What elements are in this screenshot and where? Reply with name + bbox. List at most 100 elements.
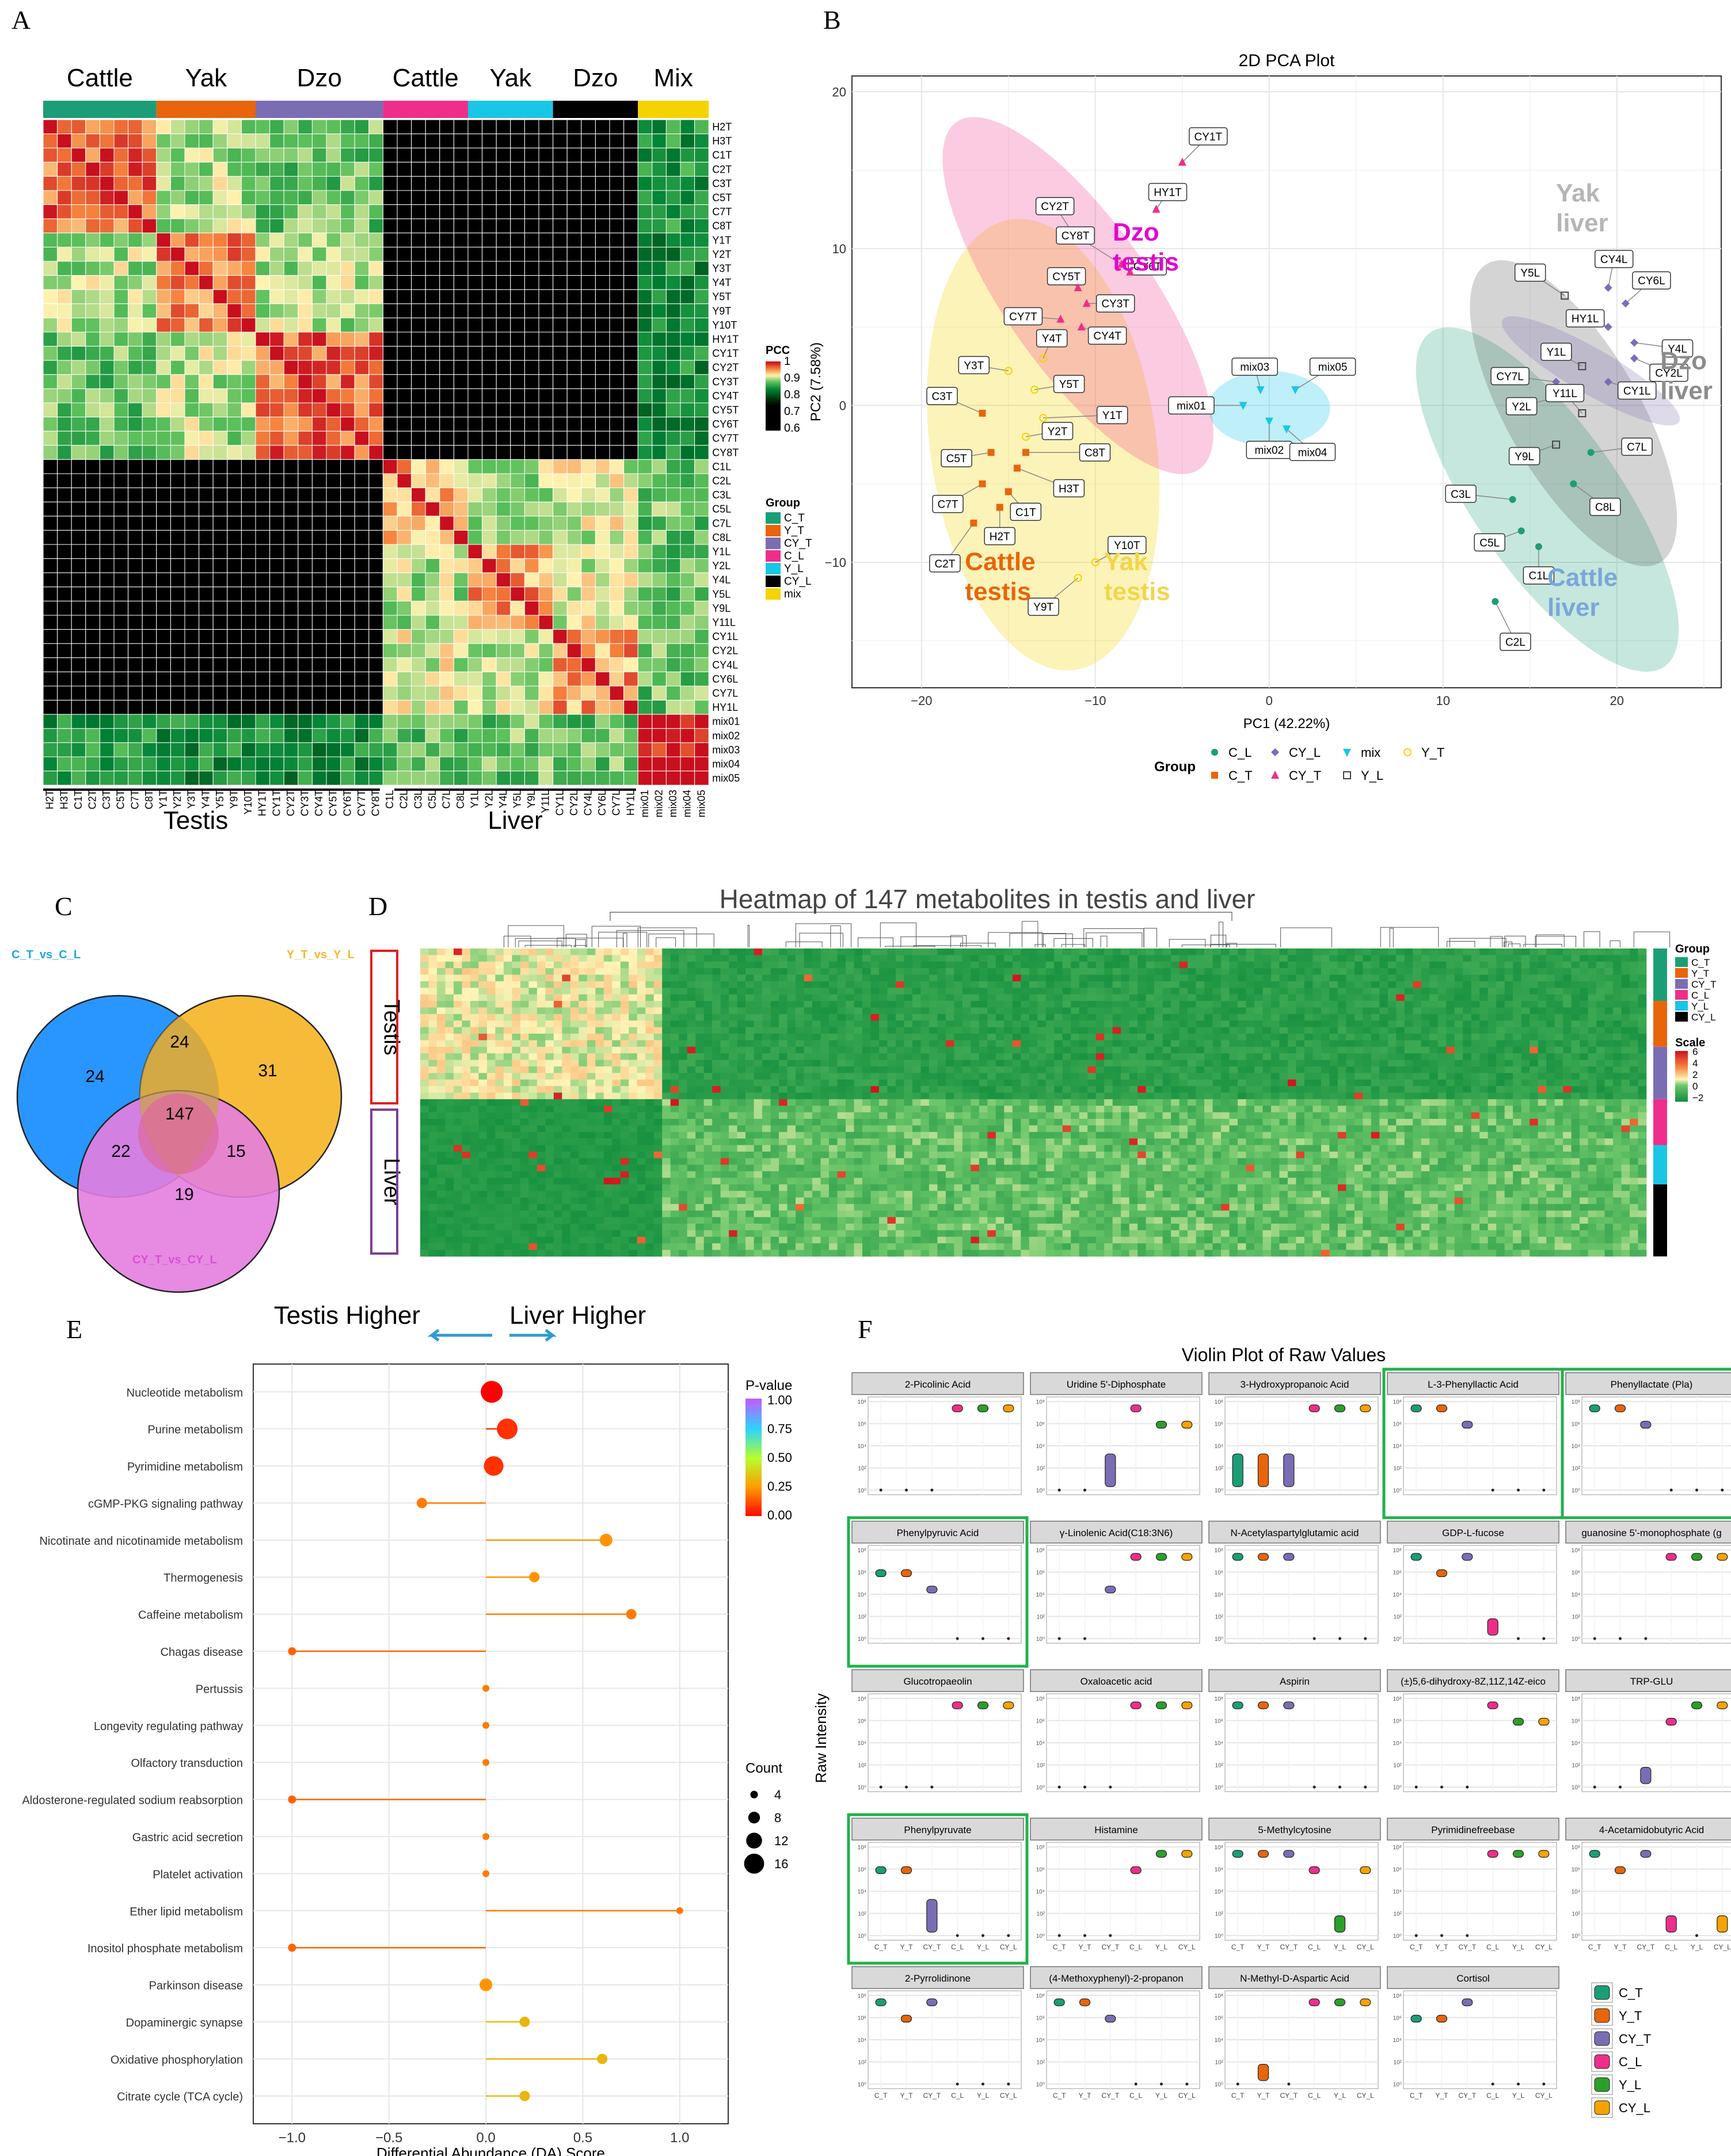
heat-cell	[524, 402, 539, 418]
heat-cell	[579, 968, 588, 975]
heat-cell	[142, 473, 157, 489]
heat-cell	[436, 988, 446, 995]
heat-cell	[269, 204, 284, 219]
top-group-label: Mix	[653, 64, 693, 92]
heat-cell	[255, 303, 271, 318]
heat-cell	[510, 147, 525, 163]
heat-cell	[1188, 1007, 1196, 1015]
heat-cell	[581, 714, 596, 729]
heat-cell	[1354, 994, 1363, 1001]
heat-cell	[787, 981, 796, 988]
heat-cell	[609, 218, 625, 234]
heat-cell	[770, 955, 779, 962]
heat-cell	[652, 346, 667, 361]
heat-cell	[1279, 1007, 1288, 1015]
heat-cell	[397, 445, 412, 460]
heat-cell	[1121, 1007, 1129, 1015]
heat-cell	[862, 1020, 871, 1027]
heat-cell	[496, 544, 511, 559]
heat-cell	[1471, 974, 1480, 982]
heat-cell	[467, 289, 483, 304]
heat-cell	[1513, 1040, 1521, 1047]
heat-cell	[912, 981, 921, 988]
heat-cell	[478, 949, 488, 955]
heat-cell	[445, 1007, 454, 1015]
heat-cell	[128, 289, 143, 304]
heat-cell	[804, 988, 813, 995]
col-label: C8L	[455, 790, 466, 809]
heat-cell	[1329, 994, 1338, 1001]
heat-cell	[566, 714, 582, 729]
heat-cell	[411, 119, 426, 135]
heat-cell	[854, 974, 863, 982]
heat-cell	[609, 516, 625, 531]
heat-cell	[326, 246, 341, 262]
heat-cell	[425, 742, 440, 757]
heat-cell	[920, 988, 930, 995]
heat-cell	[904, 1027, 913, 1034]
heat-cell	[870, 1046, 880, 1054]
point-label: Y1T	[1102, 410, 1123, 422]
heat-cell	[623, 714, 638, 729]
heat-cell	[241, 600, 256, 616]
heat-cell	[128, 134, 143, 148]
heat-cell	[453, 981, 462, 988]
heat-cell	[595, 487, 610, 502]
heat-cell	[420, 1014, 429, 1021]
heat-cell	[439, 600, 454, 616]
heat-cell	[1379, 1027, 1388, 1034]
heat-cell	[1270, 981, 1280, 988]
heat-cell	[862, 988, 871, 995]
heat-cell	[1137, 955, 1146, 962]
heat-cell	[326, 289, 341, 304]
heat-cell	[595, 445, 610, 460]
heat-cell	[85, 600, 100, 616]
heat-cell	[653, 994, 663, 1001]
heat-cell	[662, 988, 671, 995]
heat-cell	[496, 586, 511, 601]
heat-cell	[512, 1046, 521, 1054]
heat-cell	[637, 771, 653, 786]
heat-cell	[1346, 988, 1355, 995]
heat-cell	[71, 246, 86, 262]
heat-cell	[937, 988, 946, 995]
heat-cell	[812, 1046, 821, 1054]
heat-cell	[553, 600, 568, 616]
heat-cell	[1454, 1007, 1463, 1015]
heat-cell	[895, 1014, 904, 1021]
heat-cell	[255, 388, 271, 403]
heat-cell	[486, 1007, 496, 1015]
heat-cell	[595, 615, 610, 630]
heat-cell	[1363, 994, 1372, 1001]
point-label-box	[1189, 127, 1228, 146]
heat-cell	[397, 629, 412, 644]
heat-cell	[820, 955, 830, 962]
heat-cell	[1346, 1020, 1355, 1027]
heat-cell	[545, 1046, 554, 1054]
heat-cell	[637, 445, 653, 460]
heat-cell	[1029, 961, 1038, 969]
heat-cell	[553, 289, 568, 304]
heat-cell	[311, 643, 327, 658]
heat-cell	[227, 530, 242, 545]
heat-cell	[623, 657, 638, 672]
heat-cell	[1337, 1014, 1346, 1021]
heat-cell	[945, 949, 954, 955]
heat-cell	[1229, 1007, 1238, 1015]
heat-cell	[962, 1033, 971, 1041]
heat-cell	[241, 162, 256, 177]
heat-cell	[937, 1001, 946, 1008]
heat-cell	[241, 261, 256, 276]
heat-cell	[770, 981, 779, 988]
heat-cell	[1079, 981, 1088, 988]
col-label: Y3T	[186, 790, 197, 809]
heat-cell	[694, 530, 709, 545]
heat-cell	[212, 544, 228, 559]
heat-cell	[113, 445, 129, 460]
heat-cell	[1613, 1007, 1622, 1015]
heat-cell	[562, 968, 571, 975]
heat-cell	[311, 685, 327, 701]
pca-legend-marker	[1343, 749, 1351, 757]
heat-cell	[1563, 955, 1572, 962]
heat-cell	[787, 974, 796, 982]
